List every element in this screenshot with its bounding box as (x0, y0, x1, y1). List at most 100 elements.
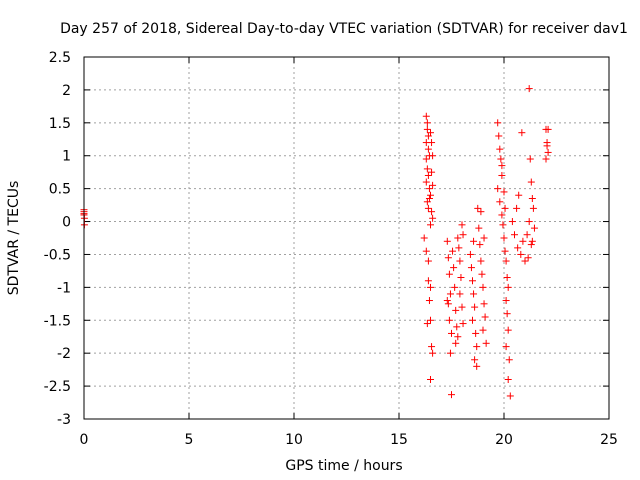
data-point (514, 244, 522, 252)
data-point (513, 204, 521, 212)
data-point (517, 250, 525, 258)
data-point (494, 185, 502, 193)
data-point (501, 247, 509, 255)
data-point (443, 297, 451, 305)
y-tick-label: 1 (62, 149, 71, 165)
data-point (504, 283, 512, 291)
data-point (543, 142, 551, 150)
data-point (444, 300, 452, 308)
data-point (494, 119, 502, 127)
x-axis-label: GPS time / hours (285, 458, 402, 474)
y-tick-label: -2.5 (44, 379, 71, 395)
data-point (479, 326, 487, 334)
data-point (544, 148, 552, 156)
data-point (498, 171, 506, 179)
data-point (459, 231, 467, 239)
tick-labels: 0 5 10 15 20 25 -3 -2.5 -2 -1.5 -1 -0.5 0 0.5 1 1.5 2 2.5 (44, 50, 618, 448)
plot-frame (83, 56, 610, 420)
data-point (425, 195, 433, 203)
data-point (428, 343, 436, 351)
data-point (444, 254, 452, 262)
data-point (502, 297, 510, 305)
data-point (503, 273, 511, 281)
data-point (473, 362, 481, 370)
data-point (467, 264, 475, 272)
y-tick-label: 0 (62, 215, 71, 231)
data-point (424, 204, 432, 212)
data-point (496, 145, 504, 153)
data-point (427, 129, 434, 137)
data-point (472, 329, 480, 337)
data-point (452, 339, 460, 347)
data-point (470, 237, 478, 245)
x-tick-label: 10 (285, 432, 303, 448)
y-tick-label: -3 (57, 412, 71, 428)
data-point (422, 155, 430, 163)
data-point (450, 264, 458, 272)
grid (84, 57, 609, 419)
data-point (452, 306, 460, 314)
data-point (480, 300, 488, 308)
data-point (456, 257, 464, 265)
data-point (429, 214, 437, 222)
data-point (427, 283, 434, 291)
data-point (451, 283, 459, 291)
y-tick-label: 1.5 (49, 116, 71, 132)
data-point (446, 349, 454, 357)
data-point (428, 208, 436, 216)
data-point (521, 257, 529, 265)
data-point (455, 244, 463, 252)
data-point (474, 204, 482, 212)
data-point (454, 234, 462, 242)
data-point (475, 224, 483, 232)
x-tick-label: 20 (495, 432, 513, 448)
data-point (477, 257, 485, 265)
data-point (506, 392, 514, 400)
data-point (454, 333, 462, 341)
y-tick-label: 0.5 (49, 182, 71, 198)
data-point (427, 191, 434, 199)
data-point (453, 323, 461, 331)
x-tick-label: 15 (390, 432, 408, 448)
data-point (481, 313, 489, 321)
data-point (427, 221, 434, 229)
y-tick-label: -1 (57, 280, 71, 296)
ticks (83, 56, 610, 420)
data-point (471, 303, 479, 311)
data-point (501, 204, 509, 212)
data-point (529, 204, 537, 212)
data-point (423, 119, 431, 127)
data-point (500, 234, 508, 242)
data-point (502, 257, 510, 265)
data-point (470, 290, 478, 298)
data-point (425, 185, 433, 193)
chart-title: Day 257 of 2018, Sidereal Day-to-day VTE… (60, 21, 628, 37)
data-point (482, 339, 490, 347)
data-point (422, 178, 430, 186)
x-tick-label: 5 (185, 432, 194, 448)
data-point (429, 152, 437, 160)
data-point (528, 237, 536, 245)
data-point (425, 297, 433, 305)
data-point (499, 221, 507, 229)
data-point (423, 125, 431, 133)
data-point (424, 277, 432, 285)
y-tick-label: -0.5 (44, 247, 71, 263)
data-point (423, 165, 431, 173)
y-tick-label: 2 (62, 83, 71, 99)
data-point (530, 224, 538, 232)
data-point (503, 310, 511, 318)
y-axis-label: SDTVAR / TECUs (6, 181, 22, 296)
data-point (424, 145, 432, 153)
data-point (515, 191, 523, 199)
data-point (428, 168, 436, 176)
data-point (422, 247, 430, 255)
data-point (505, 356, 513, 364)
data-point (429, 349, 437, 357)
data-point (457, 273, 465, 281)
data-point (424, 171, 432, 179)
data-point (459, 320, 467, 328)
data-point (458, 221, 466, 229)
data-point (527, 178, 535, 186)
data-point (519, 237, 527, 245)
